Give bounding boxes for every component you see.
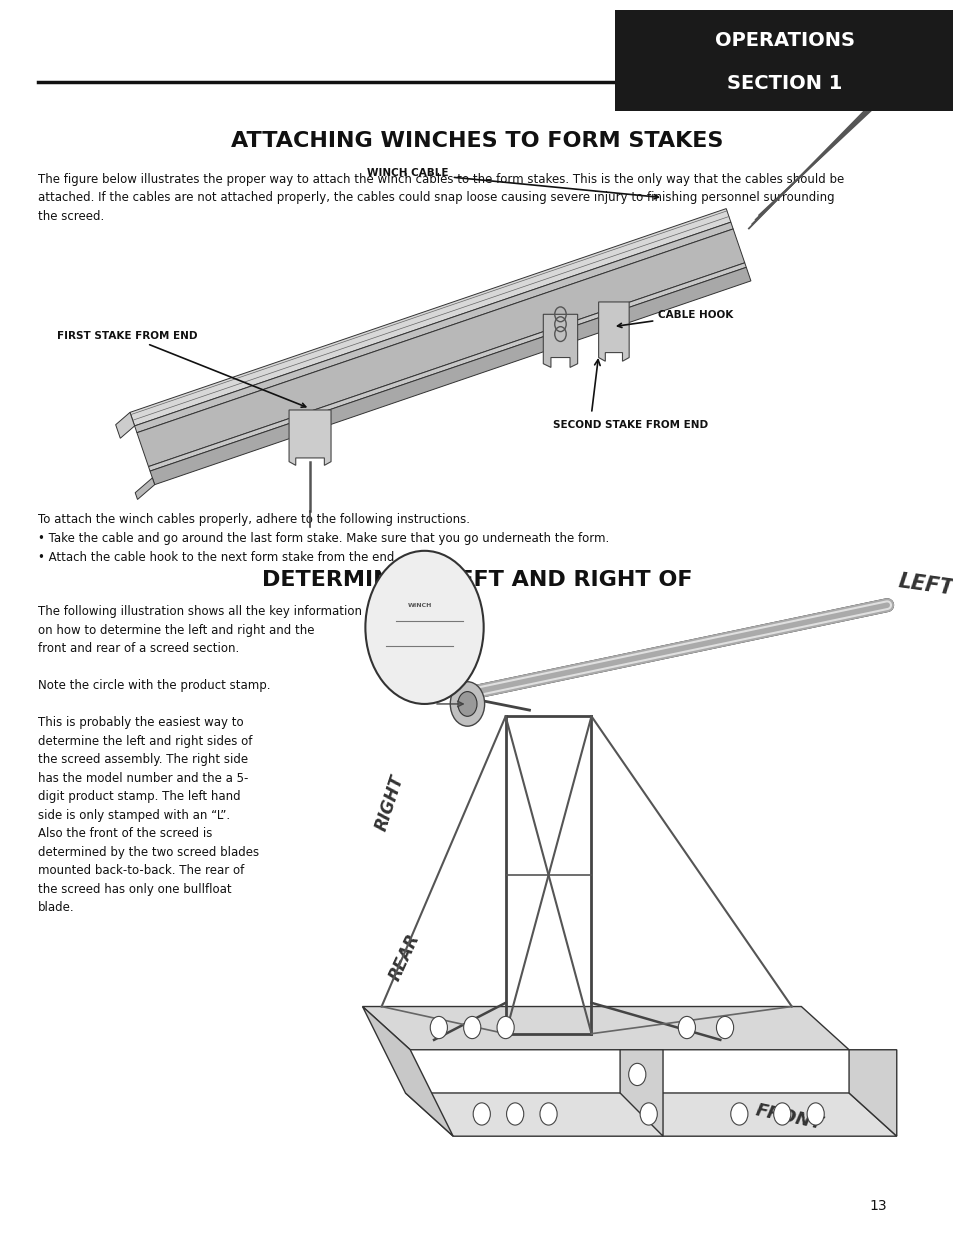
Polygon shape [598,303,629,361]
Circle shape [457,692,476,716]
Text: RIGHT: RIGHT [372,773,407,832]
Circle shape [806,1103,823,1125]
Text: LEFT: LEFT [896,572,953,599]
Polygon shape [289,410,331,466]
Text: The figure below illustrates the proper way to attach the winch cables to the fo: The figure below illustrates the proper … [38,173,843,222]
Circle shape [678,1016,695,1039]
Polygon shape [150,267,750,484]
Circle shape [539,1103,557,1125]
Circle shape [716,1016,733,1039]
Text: ATTACHING WINCHES TO FORM STAKES: ATTACHING WINCHES TO FORM STAKES [231,131,722,151]
Circle shape [473,1103,490,1125]
Text: CABLE HOOK: CABLE HOOK [617,310,733,327]
Circle shape [497,1016,514,1039]
Text: SECTION 1: SECTION 1 [726,74,841,94]
Text: FIRST STAKE FROM END: FIRST STAKE FROM END [57,331,305,408]
Polygon shape [543,314,577,368]
Circle shape [450,682,484,726]
Bar [615,10,953,111]
Circle shape [506,1103,523,1125]
Polygon shape [134,222,733,432]
Polygon shape [135,478,154,499]
Text: The following illustration shows all the key information
on how to determine the: The following illustration shows all the… [38,605,362,914]
Polygon shape [137,228,744,467]
Text: OPERATIONS: OPERATIONS [714,31,854,49]
Circle shape [639,1103,657,1125]
Circle shape [365,551,483,704]
Circle shape [430,1016,447,1039]
Text: WINCH: WINCH [407,603,432,608]
Circle shape [628,1063,645,1086]
Text: SECOND STAKE FROM END: SECOND STAKE FROM END [553,420,708,430]
Polygon shape [149,263,745,471]
Text: REAR: REAR [386,931,423,983]
Polygon shape [362,1007,848,1050]
Polygon shape [848,1050,896,1136]
Text: 13: 13 [869,1199,886,1213]
Polygon shape [115,412,134,438]
Text: FRONT: FRONT [753,1102,823,1134]
Text: WINCH CABLE: WINCH CABLE [367,168,658,199]
Circle shape [730,1103,747,1125]
Text: To attach the winch cables properly, adhere to the following instructions.
• Tak: To attach the winch cables properly, adh… [38,513,609,563]
Polygon shape [405,1093,896,1136]
Polygon shape [619,1050,662,1136]
Polygon shape [362,1007,453,1136]
Circle shape [463,1016,480,1039]
Text: DETERMINING LEFT AND RIGHT OF: DETERMINING LEFT AND RIGHT OF [261,571,692,590]
Circle shape [773,1103,790,1125]
Polygon shape [130,209,730,426]
